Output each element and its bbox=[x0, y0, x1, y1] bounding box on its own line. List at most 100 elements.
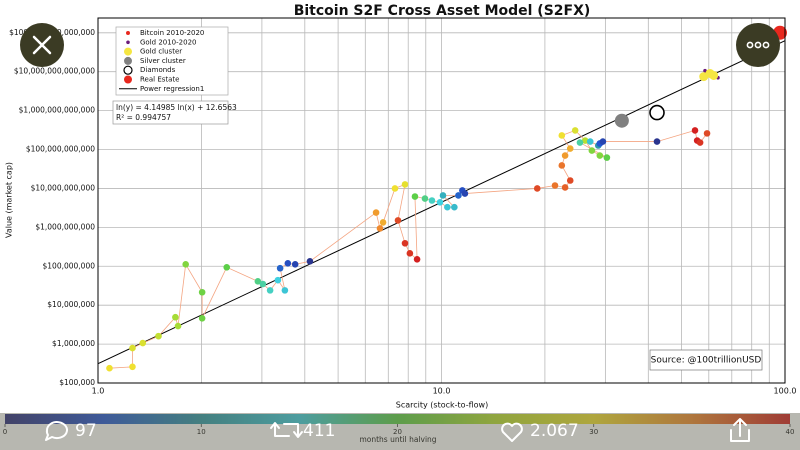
regression-box bbox=[112, 100, 229, 125]
retweet-icon[interactable] bbox=[270, 422, 303, 438]
y-tick-label: $10,000,000,000 bbox=[31, 183, 96, 192]
data-point bbox=[558, 132, 566, 139]
data-point bbox=[394, 217, 402, 224]
data-point bbox=[439, 192, 447, 199]
data-point bbox=[561, 152, 569, 159]
like-count: 2.067 bbox=[530, 421, 579, 441]
data-point bbox=[198, 314, 206, 322]
colorbar-label: months until halving bbox=[359, 435, 436, 444]
data-point bbox=[428, 197, 436, 204]
data-point bbox=[703, 68, 707, 73]
data-point bbox=[266, 287, 274, 294]
data-point bbox=[139, 339, 147, 347]
data-point bbox=[274, 276, 282, 284]
legend-label: Silver cluster bbox=[140, 57, 186, 65]
data-point bbox=[696, 139, 704, 146]
more-button[interactable] bbox=[736, 23, 780, 67]
colorbar-tick-label: 10 bbox=[197, 428, 206, 436]
data-point bbox=[411, 193, 419, 200]
data-point bbox=[129, 344, 136, 352]
regression-r2: R² = 0.994757 bbox=[116, 113, 171, 122]
x-tick-label: 1.0 bbox=[92, 387, 105, 396]
data-point bbox=[182, 261, 189, 268]
data-point bbox=[649, 104, 665, 121]
legend-label: Diamonds bbox=[140, 66, 176, 74]
legend-label: Real Estate bbox=[140, 76, 179, 84]
data-point bbox=[306, 258, 314, 265]
data-point bbox=[588, 147, 596, 154]
reply-count: 97 bbox=[75, 421, 97, 441]
chart-title: Bitcoin S2F Cross Asset Model (S2FX) bbox=[294, 3, 591, 19]
colorbar-tick-label: 30 bbox=[589, 428, 598, 436]
plot-frame bbox=[97, 17, 786, 384]
data-point bbox=[174, 322, 182, 330]
data-point bbox=[223, 264, 231, 271]
data-point bbox=[576, 139, 584, 146]
reply-icon[interactable] bbox=[45, 421, 68, 441]
action-bar bbox=[0, 413, 800, 450]
legend bbox=[115, 26, 229, 96]
data-point bbox=[558, 162, 566, 169]
data-point bbox=[276, 264, 284, 272]
data-point bbox=[291, 261, 299, 268]
data-point bbox=[421, 195, 429, 202]
more-dot[interactable] bbox=[754, 41, 762, 49]
retweet-count: 411 bbox=[303, 421, 335, 441]
legend-marker bbox=[124, 75, 132, 84]
data-point bbox=[596, 152, 604, 159]
colorbar-tick-label: 0 bbox=[3, 428, 7, 436]
x-axis-label: Scarcity (stock-to-flow) bbox=[396, 401, 488, 410]
data-point bbox=[653, 138, 661, 145]
data-point bbox=[401, 239, 409, 247]
like-icon[interactable] bbox=[501, 422, 523, 442]
data-point bbox=[106, 364, 113, 372]
data-point bbox=[372, 209, 380, 216]
y-tick-label: $1,000,000,000,000 bbox=[19, 106, 96, 115]
data-point bbox=[413, 256, 421, 263]
colorbar bbox=[5, 414, 790, 424]
y-tick-label: $10,000,000,000,000 bbox=[14, 67, 95, 76]
y-tick-label: $100,000,000,000 bbox=[26, 145, 95, 154]
y-axis-label: Value (market cap) bbox=[5, 162, 14, 238]
more-circle[interactable] bbox=[736, 23, 780, 67]
data-point bbox=[198, 288, 206, 296]
data-point bbox=[709, 70, 719, 80]
share-icon[interactable] bbox=[730, 418, 750, 442]
data-point bbox=[451, 203, 458, 211]
colorbar-tick-label: 20 bbox=[393, 428, 402, 436]
y-tick-label: $10,000,000 bbox=[47, 300, 95, 309]
data-point bbox=[436, 199, 444, 206]
x-tick-label: 10.0 bbox=[433, 387, 451, 396]
legend-marker bbox=[126, 31, 130, 35]
data-point bbox=[691, 127, 699, 134]
legend-marker bbox=[124, 47, 132, 56]
data-point bbox=[566, 145, 574, 152]
data-point bbox=[571, 127, 579, 134]
close-icon[interactable] bbox=[32, 35, 52, 55]
data-point bbox=[406, 250, 414, 257]
y-tick-label: $100,000 bbox=[59, 378, 95, 387]
data-point bbox=[284, 260, 292, 267]
legend-label: Power regression1 bbox=[140, 85, 204, 93]
data-point bbox=[566, 177, 574, 184]
data-point bbox=[281, 287, 289, 294]
source-note: Source: @100trillionUSD bbox=[651, 356, 762, 366]
data-point bbox=[259, 280, 267, 288]
y-tick-label: $1,000,000,000 bbox=[35, 222, 95, 231]
data-point bbox=[155, 332, 162, 340]
more-dot[interactable] bbox=[762, 41, 770, 49]
data-point bbox=[561, 184, 569, 191]
data-point bbox=[461, 190, 469, 197]
legend-marker bbox=[123, 65, 133, 75]
legend-marker bbox=[126, 40, 130, 45]
data-point bbox=[551, 182, 559, 189]
data-point bbox=[129, 363, 136, 371]
data-point bbox=[533, 185, 541, 192]
data-point bbox=[599, 138, 607, 145]
more-dot[interactable] bbox=[746, 41, 754, 49]
data-point bbox=[699, 72, 709, 82]
data-point bbox=[703, 130, 711, 137]
close-button[interactable] bbox=[20, 23, 64, 67]
legend-label: Bitcoin 2010-2020 bbox=[140, 29, 204, 37]
data-point bbox=[614, 113, 629, 128]
